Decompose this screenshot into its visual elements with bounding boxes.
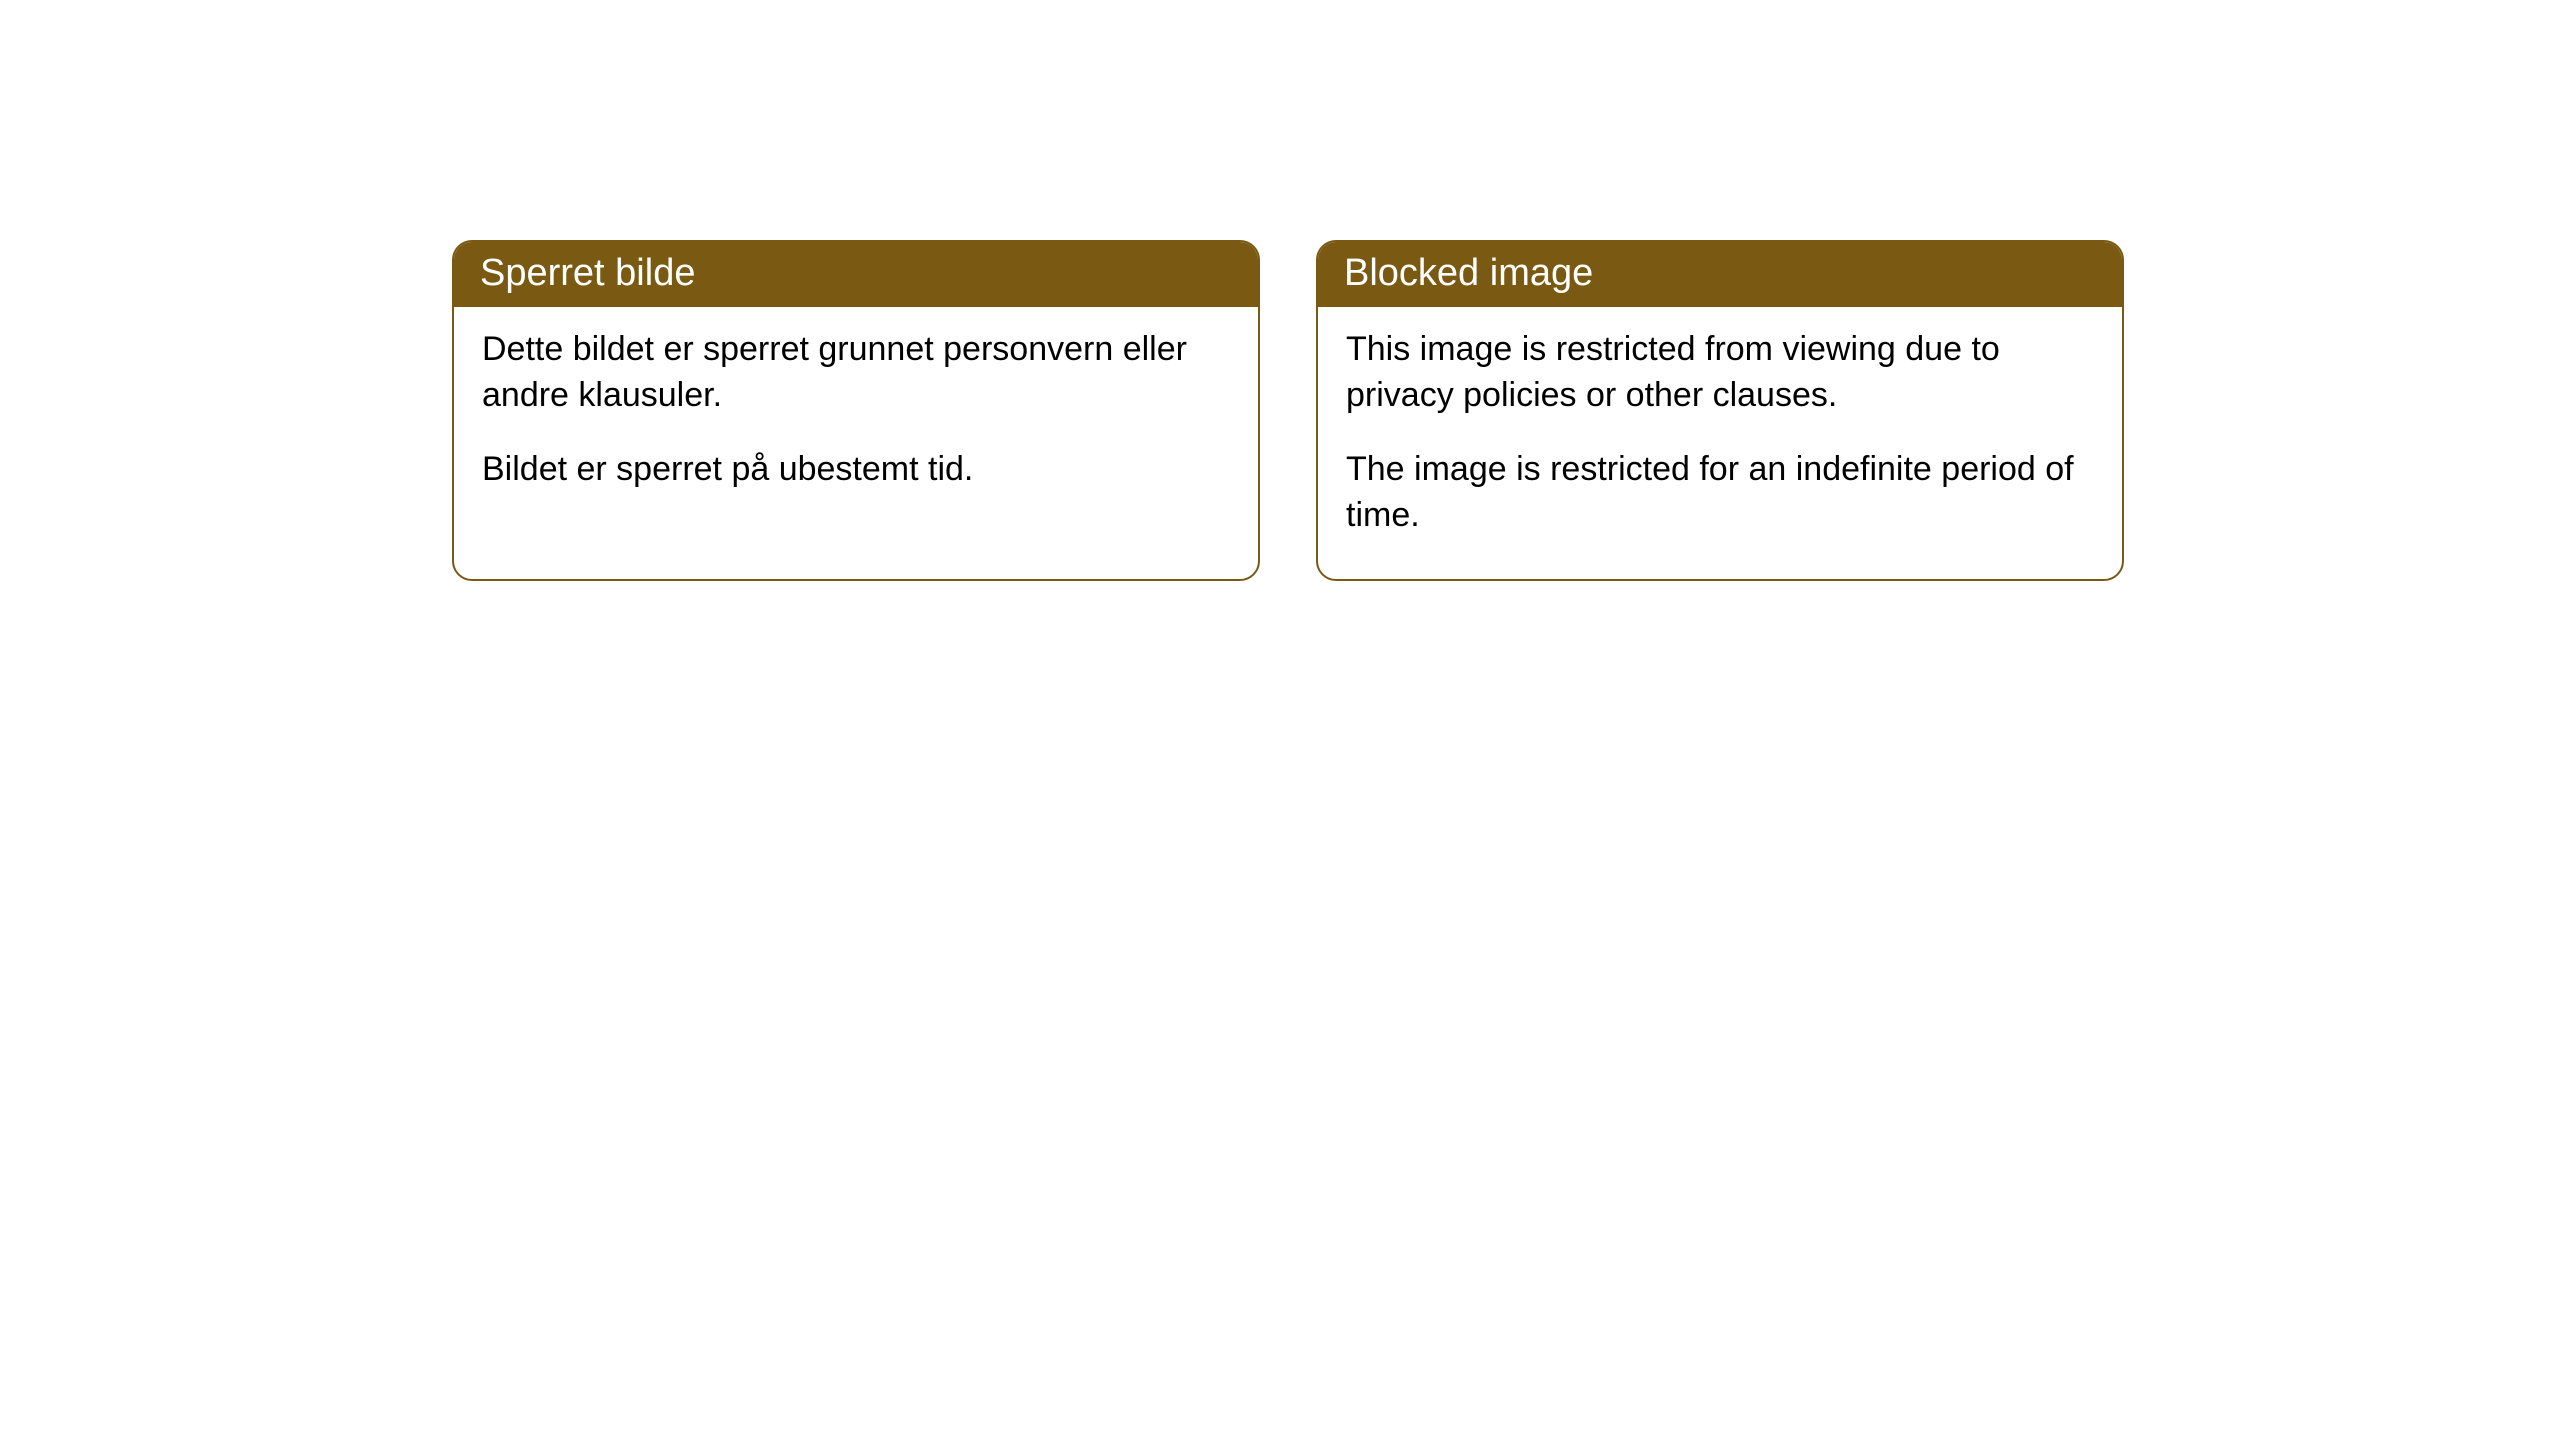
card-paragraph: This image is restricted from viewing du… xyxy=(1346,327,2094,419)
card-body: This image is restricted from viewing du… xyxy=(1318,307,2122,579)
card-header: Sperret bilde xyxy=(454,242,1258,307)
blocked-image-card-no: Sperret bilde Dette bildet er sperret gr… xyxy=(452,240,1260,581)
card-title: Blocked image xyxy=(1344,252,1593,294)
card-title: Sperret bilde xyxy=(480,252,695,294)
notice-cards-container: Sperret bilde Dette bildet er sperret gr… xyxy=(452,240,2124,581)
card-paragraph: Dette bildet er sperret grunnet personve… xyxy=(482,327,1230,419)
card-body: Dette bildet er sperret grunnet personve… xyxy=(454,307,1258,533)
card-paragraph: Bildet er sperret på ubestemt tid. xyxy=(482,447,1230,493)
card-header: Blocked image xyxy=(1318,242,2122,307)
card-paragraph: The image is restricted for an indefinit… xyxy=(1346,447,2094,539)
blocked-image-card-en: Blocked image This image is restricted f… xyxy=(1316,240,2124,581)
